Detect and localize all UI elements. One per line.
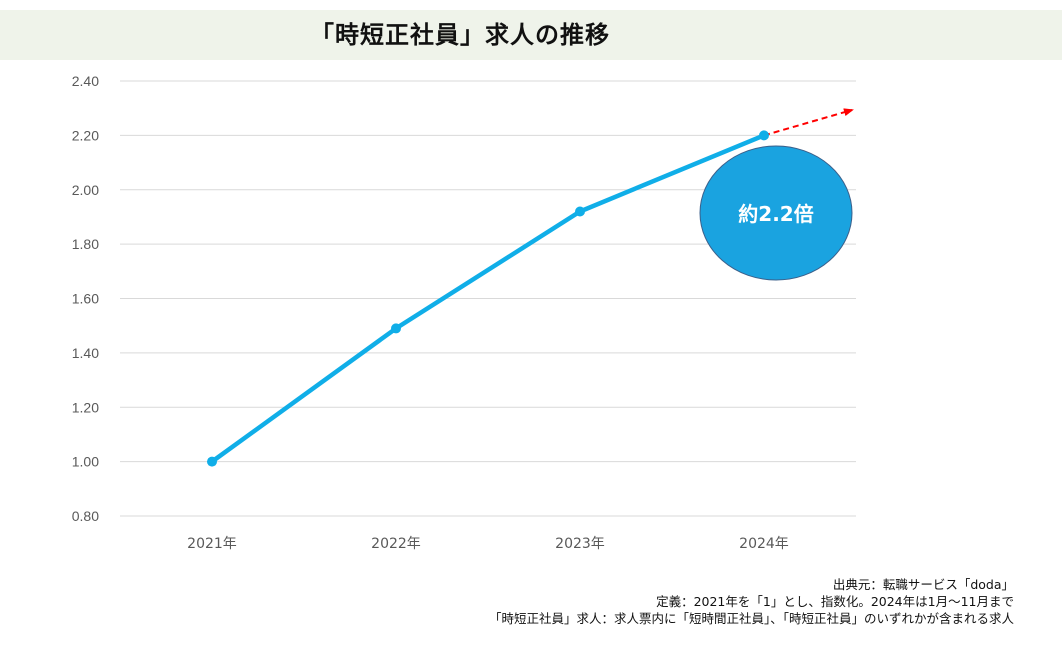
data-point-1 [391,323,401,334]
annotation-bubble [699,145,853,281]
y-tick-label-7: 2.20 [72,127,99,143]
y-tick-label-8: 2.40 [72,73,99,89]
y-tick-label-4: 1.60 [72,291,99,307]
trend-arrow [763,108,854,137]
title-banner [0,10,1062,60]
criteria-note: 「時短正社員」求人：求人票内に「短時間正社員」、「時短正社員」のいずれかが含まれ… [488,611,1014,626]
y-tick-label-1: 1.00 [72,454,99,470]
x-tick-label-0: 2021年 [187,536,237,552]
y-tick-label-3: 1.40 [72,345,99,361]
annotation-label: 約2.2倍 [738,202,813,226]
data-point-3 [759,130,769,141]
y-tick-label-2: 1.20 [72,399,99,415]
data-point-0 [207,456,217,467]
footnotes: 出典元：転職サービス「doda」 定義：2021年を「1」とし、指数化。2024… [489,576,1014,627]
source-note: 出典元：転職サービス「doda」 [832,577,1014,592]
definition-note: 定義：2021年を「1」とし、指数化。2024年は1月～11月まで [656,594,1014,609]
x-tick-label-2: 2023年 [555,536,605,552]
data-point-2 [575,206,585,217]
y-tick-label-0: 0.80 [72,508,99,524]
chart-title: 「時短正社員」求人の推移 [310,21,610,49]
series-line [209,133,767,464]
x-tick-label-3: 2024年 [739,536,789,552]
y-tick-label-6: 2.00 [72,182,99,198]
y-tick-label-5: 1.80 [72,236,99,252]
x-tick-label-1: 2022年 [371,536,421,552]
